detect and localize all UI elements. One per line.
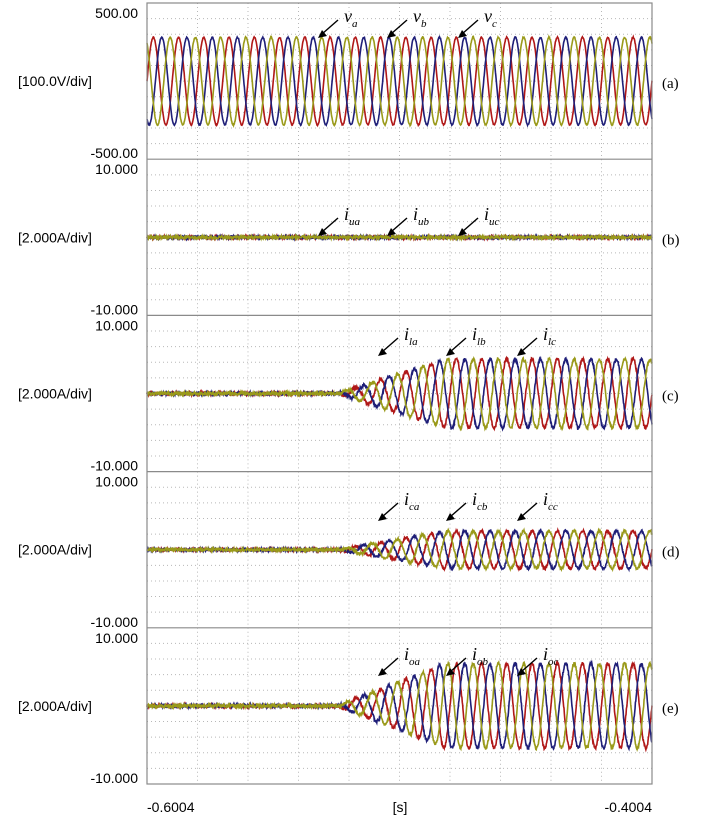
y-max-label: 10.000 — [95, 161, 138, 177]
series-label: va — [344, 6, 358, 30]
arrow-shaft — [381, 657, 399, 673]
trace-layer — [146, 34, 653, 753]
label-i-ub: iub — [387, 204, 430, 236]
arrow-head — [318, 30, 327, 38]
y-min-label: -10.000 — [91, 770, 139, 786]
arrow-shaft — [461, 217, 479, 233]
y-min-label: -10.000 — [91, 614, 139, 630]
series-label: ilc — [543, 324, 556, 348]
arrow-shaft — [381, 502, 399, 518]
arrow-head — [387, 30, 396, 38]
trace-i-uc — [146, 232, 653, 242]
arrow-head — [458, 30, 467, 38]
scale-label: [2.000A/div] — [18, 542, 92, 558]
series-label: ioa — [404, 644, 421, 668]
label-i-ob: iob — [446, 644, 489, 676]
series-label: iob — [472, 644, 489, 668]
label-i-oc: ioc — [517, 644, 559, 676]
arrow-shaft — [520, 337, 538, 353]
y-max-label: 10.000 — [95, 474, 138, 490]
arrow-shaft — [520, 502, 538, 518]
trace-v-b — [146, 34, 653, 128]
label-i-ua: iua — [318, 204, 361, 236]
label-i-cb: icb — [446, 489, 488, 521]
frame-layer — [146, 2, 653, 785]
arrow-shaft — [390, 19, 408, 35]
arrow-shaft — [321, 19, 339, 35]
x-axis-label: [s] — [393, 799, 408, 815]
series-label: vc — [484, 6, 497, 30]
y-min-label: -500.00 — [91, 145, 139, 161]
text-layer: va vb vc 500.00 -500.00 [100.0V/div] (a) iua iub… — [18, 5, 680, 815]
arrow-head — [517, 513, 526, 521]
series-label: iub — [413, 204, 430, 228]
arrow-shaft — [321, 217, 339, 233]
x-tick-left: -0.6004 — [147, 799, 195, 815]
arrow-head — [446, 668, 455, 676]
label-i-lb: ilb — [446, 324, 486, 356]
trace-v-a — [146, 34, 653, 128]
trace-i-cc — [146, 527, 653, 573]
arrow-head — [378, 513, 387, 521]
y-min-label: -10.000 — [91, 458, 139, 474]
arrow-head — [378, 668, 387, 676]
plot-frame — [146, 2, 653, 785]
label-i-cc: icc — [517, 489, 558, 521]
arrow-head — [318, 228, 327, 236]
x-tick-right: -0.4004 — [605, 799, 653, 815]
arrow-shaft — [449, 337, 467, 353]
arrow-shaft — [381, 337, 399, 353]
trace-i-oc — [146, 659, 653, 752]
scale-label: [2.000A/div] — [18, 229, 92, 245]
panel-tag: (b) — [662, 232, 680, 248]
series-label: iuc — [484, 204, 500, 228]
panel-tag: (e) — [662, 701, 679, 717]
panel-tag: (c) — [662, 389, 679, 405]
label-i-oa: ioa — [378, 644, 421, 676]
series-label: ila — [404, 324, 418, 348]
trace-v-c — [146, 34, 653, 129]
arrow-shaft — [449, 657, 467, 673]
series-label: vb — [413, 6, 427, 30]
series-label: ioc — [543, 644, 559, 668]
arrow-head — [387, 228, 396, 236]
y-max-label: 10.000 — [95, 630, 138, 646]
arrow-head — [517, 668, 526, 676]
arrow-head — [517, 348, 526, 356]
arrow-head — [458, 228, 467, 236]
arrow-shaft — [390, 217, 408, 233]
arrow-shaft — [520, 657, 538, 673]
y-max-label: 10.000 — [95, 317, 138, 333]
label-i-uc: iuc — [458, 204, 500, 236]
series-label: ilb — [472, 324, 486, 348]
label-v-b: vb — [387, 6, 427, 38]
y-min-label: -10.000 — [91, 301, 139, 317]
scale-label: [2.000A/div] — [18, 386, 92, 402]
arrow-head — [446, 348, 455, 356]
label-v-c: vc — [458, 6, 497, 38]
y-max-label: 500.00 — [95, 5, 138, 21]
trace-i-lc — [146, 355, 653, 432]
arrow-head — [446, 513, 455, 521]
scale-label: [100.0V/div] — [18, 73, 92, 89]
panel-tag: (d) — [662, 545, 680, 561]
arrow-head — [378, 348, 387, 356]
panel-d — [147, 471, 652, 628]
arrow-shaft — [449, 502, 467, 518]
label-i-ca: ica — [378, 489, 420, 521]
label-i-lc: ilc — [517, 324, 556, 356]
label-i-la: ila — [378, 324, 418, 356]
series-label: icb — [472, 489, 488, 513]
series-label: icc — [543, 489, 558, 513]
scale-label: [2.000A/div] — [18, 698, 92, 714]
series-label: iua — [344, 204, 361, 228]
panel-tag: (a) — [662, 76, 679, 92]
label-v-a: va — [318, 6, 358, 38]
arrow-shaft — [461, 19, 479, 35]
series-label: ica — [404, 489, 420, 513]
